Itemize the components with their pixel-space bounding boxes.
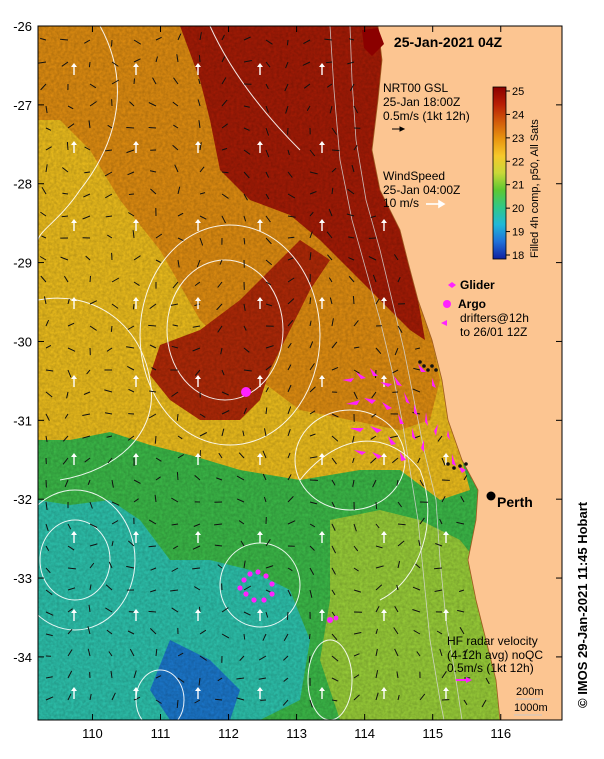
bathymetry-contours xyxy=(329,26,463,720)
glider-legend-icon xyxy=(448,282,456,288)
lon-tick-label: 115 xyxy=(422,726,443,741)
colorbar-tick-label: 25 xyxy=(512,86,524,98)
colorbar-tick-label: 24 xyxy=(512,109,524,121)
colorbar-tick-label: 18 xyxy=(512,250,524,262)
lat-tick-label: -29 xyxy=(13,256,32,271)
lat-tick-label: -30 xyxy=(13,334,32,349)
hf-line1: HF radar velocity xyxy=(447,634,538,648)
lat-tick-label: -31 xyxy=(13,413,32,428)
lon-tick-label: 113 xyxy=(286,726,307,741)
colorbar-tick-label: 20 xyxy=(512,203,524,215)
glider-label: Glider xyxy=(460,278,495,292)
perth-marker xyxy=(486,491,496,501)
colorbar-tick-label: 19 xyxy=(512,227,524,239)
colorbar-tick-label: 21 xyxy=(512,180,524,192)
map-frame xyxy=(37,25,563,721)
island-dirk-hartog xyxy=(362,28,384,56)
depth-200m: 200m xyxy=(516,686,544,698)
drifter-legend-icon xyxy=(441,320,447,326)
colorbar-tick-label: 22 xyxy=(512,156,524,168)
gsl-scale-arrow xyxy=(392,126,406,132)
hf-line3: 0.5m/s (1kt 12h) xyxy=(447,661,534,675)
hf-scale-arrow xyxy=(456,677,472,683)
lat-tick-label: -28 xyxy=(13,177,32,192)
imos-credit: © IMOS 29-Jan-2021 11:45 Hobart xyxy=(575,501,590,708)
gsl-time: 25-Jan 18:00Z xyxy=(383,95,460,109)
argo-label: Argo xyxy=(458,297,486,311)
lat-tick-label: -34 xyxy=(13,650,32,665)
lat-tick-label: -26 xyxy=(13,19,32,34)
map-title: 25-Jan-2021 04Z xyxy=(394,34,503,50)
lat-tick-label: -33 xyxy=(13,571,32,586)
lon-tick-label: 110 xyxy=(82,726,103,741)
drifters-line2: to 26/01 12Z xyxy=(460,325,527,339)
wind-scale-arrow xyxy=(426,199,446,209)
axis-ticks xyxy=(38,25,562,720)
coastline-land xyxy=(371,26,562,720)
perth-label: Perth xyxy=(497,494,533,510)
lon-tick-label: 116 xyxy=(490,726,511,741)
argo-drift-loop xyxy=(237,387,339,623)
wind-time: 25-Jan 04:00Z xyxy=(383,183,460,197)
wind-scale: 10 m/s xyxy=(383,196,419,210)
wind-vectors xyxy=(71,63,449,699)
gsl-scale: 0.5m/s (1kt 12h) xyxy=(383,109,470,123)
depth-1000m: 1000m xyxy=(514,702,548,714)
drifters-line1: drifters@12h xyxy=(460,311,529,325)
longitude-labels: 110 111 112 113 114 115 116 xyxy=(82,726,511,741)
colorbar-tick-label: 23 xyxy=(512,133,524,145)
sst-colorbar xyxy=(492,86,507,260)
lon-tick-label: 111 xyxy=(151,726,171,741)
lat-tick-label: -27 xyxy=(13,98,32,113)
gsl-title: NRT00 GSL xyxy=(383,81,448,95)
ssh-contours xyxy=(38,26,429,720)
lon-tick-label: 112 xyxy=(218,726,239,741)
latitude-labels: -26 -27 -28 -29 -30 -31 -32 -33 -34 xyxy=(13,19,32,665)
argo-legend-icon xyxy=(443,300,451,308)
lat-tick-label: -32 xyxy=(13,492,32,507)
hf-radar-vectors xyxy=(342,364,466,473)
lon-tick-label: 114 xyxy=(354,726,375,741)
hf-line2: (4-12h avg) noQC xyxy=(447,648,543,662)
colorbar-ticks: 25 24 23 22 21 20 19 18 xyxy=(506,86,524,262)
current-vectors xyxy=(38,32,490,709)
wind-title: WindSpeed xyxy=(383,169,445,183)
glider-track xyxy=(418,360,468,470)
colorbar-label: Filled 4h comp, p50, All Sats xyxy=(529,119,541,258)
